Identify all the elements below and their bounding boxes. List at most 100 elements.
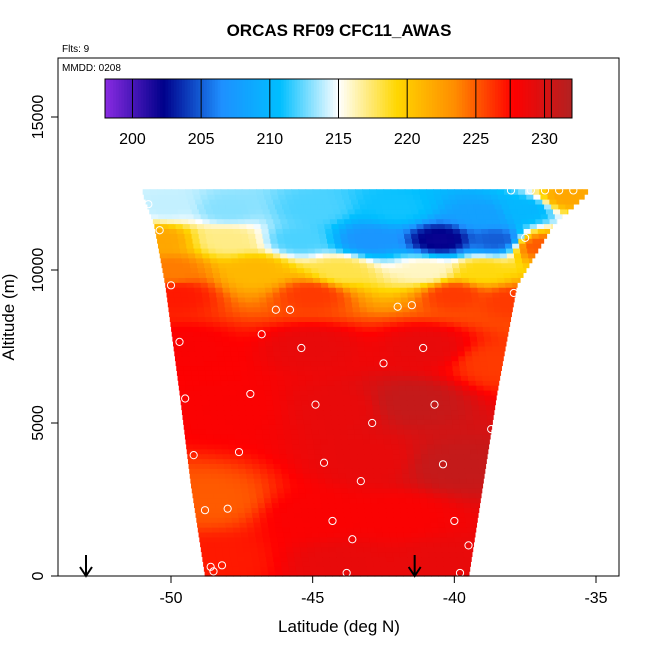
heatmap-cell [306,336,315,342]
heatmap-cell [390,536,399,543]
heatmap-cell [214,443,223,450]
heatmap-cell [249,492,257,499]
heatmap-cell [333,189,342,195]
heatmap-cell [412,194,421,200]
heatmap-cell [308,199,317,205]
heatmap-cell [285,213,294,220]
heatmap-cell [395,419,404,425]
heatmap-cell [200,243,209,249]
heatmap-cell [170,321,179,327]
heatmap-cell [168,223,177,229]
heatmap-cell [337,350,345,357]
heatmap-cell [377,497,386,504]
heatmap-cell [239,566,247,572]
heatmap-cell [233,370,242,376]
heatmap-cell [448,448,457,455]
heatmap-cell [388,306,396,313]
heatmap-cell [426,277,435,283]
sample-point [166,281,176,290]
heatmap-cell [243,546,252,553]
heatmap-cell [211,473,219,479]
heatmap-cell [323,561,332,567]
heatmap-cell [227,492,236,499]
heatmap-cell [378,247,387,254]
heatmap-cell [191,487,200,494]
heatmap-cell [377,282,386,288]
heatmap-cell [205,316,213,323]
heatmap-cell [255,233,263,239]
heatmap-cell [176,267,185,274]
heatmap-cell [393,296,402,303]
heatmap-cell [420,546,429,553]
heatmap-cell [328,448,337,455]
colorbar-swatch [478,79,482,118]
heatmap-cell [252,355,261,362]
heatmap-cell [365,296,374,303]
heatmap-cell [226,370,235,376]
heatmap-cell [327,497,336,504]
heatmap-cell [259,463,268,469]
heatmap-cell [365,512,374,518]
heatmap-cell [223,218,232,225]
heatmap-cell [238,463,246,469]
heatmap-cell [361,531,370,538]
heatmap-cell [234,321,242,327]
heatmap-cell [452,203,460,210]
heatmap-cell [245,355,254,362]
heatmap-cell [151,213,159,220]
heatmap-cell [181,404,189,411]
colorbar-swatch [464,79,469,118]
heatmap-cell [270,385,279,391]
heatmap-cell [257,282,265,288]
heatmap-cell [468,487,476,494]
heatmap-cell [173,292,182,298]
heatmap-cell [229,336,237,342]
heatmap-cell [301,556,310,562]
heatmap-cell [421,252,430,259]
heatmap-cell [178,326,186,332]
x-axis: -50 -45 -40 -35 [159,576,608,607]
heatmap-cell [255,208,264,215]
heatmap-cell [446,375,455,381]
heatmap-cell [315,345,324,352]
heatmap-cell [319,238,328,244]
heatmap-cell [306,541,315,548]
heatmap-cell [492,399,496,406]
heatmap-cell [539,189,548,195]
heatmap-cell [323,517,332,523]
heatmap-cell [359,223,368,229]
heatmap-cell [256,238,264,244]
heatmap-cell [267,468,275,474]
colorbar-swatch [333,79,337,118]
heatmap-cell [342,389,351,396]
heatmap-cell [307,453,316,460]
heatmap-cell [295,301,304,308]
heatmap-cell [464,399,472,406]
heatmap-cell [359,306,368,313]
heatmap-cell [382,233,391,239]
heatmap-cell [320,492,328,499]
heatmap-cell [224,468,233,474]
sample-point [189,451,198,460]
colorbar-swatch [313,79,318,118]
heatmap-cell [393,399,401,406]
heatmap-cell [239,419,248,425]
heatmap-cell [403,527,411,533]
heatmap-cell [241,321,249,327]
heatmap-cell [415,355,424,362]
heatmap-cell [505,247,514,254]
heatmap-cell [345,517,353,523]
heatmap-cell [348,438,357,445]
heatmap-cell [252,409,261,416]
heatmap-cell [247,527,256,533]
heatmap-cell [272,551,281,558]
heatmap-cell [323,257,332,264]
heatmap-cell [171,326,179,332]
heatmap-cell [386,218,395,225]
y-tick-label: 5000 [30,405,47,441]
heatmap-cell [294,252,303,259]
heatmap-cell [544,203,552,210]
heatmap-cell [324,419,333,425]
heatmap-cell [334,277,342,283]
heatmap-cell [403,531,412,538]
